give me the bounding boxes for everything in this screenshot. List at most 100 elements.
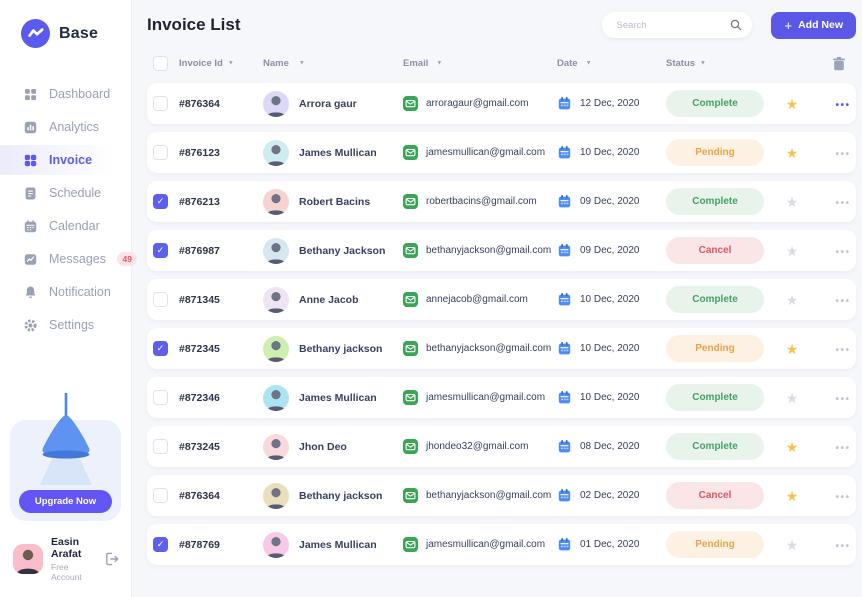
messages-count-badge: 49	[116, 252, 138, 266]
star-icon[interactable]: ★	[785, 193, 799, 210]
sidebar-item-dashboard[interactable]: Dashboard	[0, 79, 131, 109]
date-text: 10 Dec, 2020	[580, 294, 640, 305]
sidebar-item-messages[interactable]: Messages 49	[0, 244, 138, 274]
check-icon: ✓	[156, 539, 165, 549]
table-row: ✓ #876364 Arrora gaur arroragaur@gmail.c…	[147, 83, 856, 124]
delete-icon[interactable]	[832, 56, 856, 71]
calendar-icon	[557, 96, 572, 111]
email-icon	[403, 390, 418, 405]
column-header-date[interactable]: Date ▼	[557, 57, 592, 69]
add-new-button[interactable]: + Add New	[771, 11, 856, 39]
column-header-email[interactable]: Email ▼	[403, 57, 443, 69]
column-header-status[interactable]: Status ▼	[666, 57, 706, 69]
sidebar-item-calendar[interactable]: Calendar	[0, 211, 131, 241]
date-text: 01 Dec, 2020	[580, 539, 640, 550]
select-all-checkbox[interactable]	[153, 55, 168, 71]
customer-name: Anne Jacob	[299, 293, 359, 306]
lamp-illustration-icon	[14, 391, 118, 490]
star-icon[interactable]: ★	[785, 389, 799, 406]
status-badge: Complete	[666, 286, 764, 313]
email-text: bethanyjackson@gmail.com	[426, 245, 552, 256]
customer-name: James Mullican	[299, 538, 377, 551]
star-icon[interactable]: ★	[785, 95, 799, 112]
upgrade-now-button[interactable]: Upgrade Now	[19, 490, 112, 513]
star-icon[interactable]: ★	[785, 291, 799, 308]
row-checkbox[interactable]: ✓	[153, 341, 168, 356]
table-row: ✓ #876213 Robert Bacins robertbacins@gma…	[147, 181, 856, 222]
status-badge: Complete	[666, 90, 764, 117]
row-menu-icon[interactable]: •••	[835, 246, 851, 258]
table-row: ✓ #872346 James Mullican jamesmullican@g…	[147, 377, 856, 418]
row-checkbox[interactable]: ✓	[153, 96, 168, 111]
row-menu-icon[interactable]: •••	[835, 442, 851, 454]
star-icon[interactable]: ★	[785, 438, 799, 455]
email-text: bethanyjackson@gmail.com	[426, 490, 552, 501]
sidebar-item-settings[interactable]: Settings	[0, 310, 131, 340]
customer-avatar	[263, 335, 289, 362]
row-menu-icon[interactable]: •••	[835, 540, 851, 552]
star-icon[interactable]: ★	[785, 487, 799, 504]
sidebar-item-invoice[interactable]: Invoice	[0, 145, 131, 175]
topbar: Invoice List + Add New	[147, 11, 856, 39]
invoice-id: #872345	[179, 342, 220, 355]
star-icon[interactable]: ★	[785, 144, 799, 161]
settings-icon	[23, 318, 38, 333]
sidebar-item-analytics[interactable]: Analytics	[0, 112, 131, 142]
table-row: ✓ #876123 James Mullican jamesmullican@g…	[147, 132, 856, 173]
logout-icon[interactable]	[105, 552, 120, 566]
notification-icon	[23, 285, 38, 300]
calendar-icon	[557, 390, 572, 405]
sidebar-item-schedule[interactable]: Schedule	[0, 178, 131, 208]
status-badge: Pending	[666, 139, 764, 166]
star-icon[interactable]: ★	[785, 536, 799, 553]
row-menu-icon[interactable]: •••	[835, 344, 851, 356]
row-checkbox[interactable]: ✓	[153, 145, 168, 160]
email-icon	[403, 488, 418, 503]
date-text: 08 Dec, 2020	[580, 441, 640, 452]
customer-avatar	[263, 531, 289, 558]
customer-avatar	[263, 482, 289, 509]
row-menu-icon[interactable]: •••	[835, 295, 851, 307]
row-menu-icon[interactable]: •••	[835, 393, 851, 405]
row-menu-icon[interactable]: •••	[835, 99, 851, 111]
email-icon	[403, 96, 418, 111]
user-name: Easin Arafat	[51, 536, 82, 560]
row-checkbox[interactable]: ✓	[153, 243, 168, 258]
row-checkbox[interactable]: ✓	[153, 488, 168, 503]
star-icon[interactable]: ★	[785, 340, 799, 357]
search-input[interactable]	[614, 18, 731, 32]
row-menu-icon[interactable]: •••	[835, 491, 851, 503]
check-icon: ✓	[156, 196, 165, 206]
customer-name: Bethany jackson	[299, 489, 383, 502]
date-text: 09 Dec, 2020	[580, 245, 640, 256]
messages-icon	[23, 252, 38, 267]
row-checkbox[interactable]: ✓	[153, 292, 168, 307]
star-icon[interactable]: ★	[785, 242, 799, 259]
row-menu-icon[interactable]: •••	[835, 148, 851, 160]
row-checkbox[interactable]: ✓	[153, 194, 168, 209]
invoice-id: #876987	[179, 244, 220, 257]
column-header-invoice-id[interactable]: Invoice Id ▼	[179, 57, 234, 69]
table-row: ✓ #876987 Bethany Jackson bethanyjackson…	[147, 230, 856, 271]
customer-name: Jhon Deo	[299, 440, 347, 453]
customer-avatar	[263, 286, 289, 313]
sidebar-nav: Dashboard Analytics Invoice Schedule Cal…	[0, 79, 138, 340]
sidebar-item-notification[interactable]: Notification	[0, 277, 131, 307]
search-icon[interactable]	[730, 19, 742, 31]
check-icon: ✓	[156, 343, 165, 353]
calendar-icon	[557, 243, 572, 258]
dashboard-icon	[23, 87, 38, 102]
row-menu-icon[interactable]: •••	[835, 197, 851, 209]
search-box	[602, 12, 753, 38]
email-text: jamesmullican@gmail.com	[426, 147, 546, 158]
column-header-name[interactable]: Name ▼	[263, 57, 305, 69]
customer-avatar	[263, 433, 289, 460]
row-checkbox[interactable]: ✓	[153, 390, 168, 405]
sort-arrow-icon: ▼	[436, 60, 443, 67]
row-checkbox[interactable]: ✓	[153, 537, 168, 552]
user-plan: Free Account	[51, 562, 82, 582]
email-icon	[403, 145, 418, 160]
row-checkbox[interactable]: ✓	[153, 439, 168, 454]
table-row: ✓ #876364 Bethany jackson bethanyjackson…	[147, 475, 856, 516]
